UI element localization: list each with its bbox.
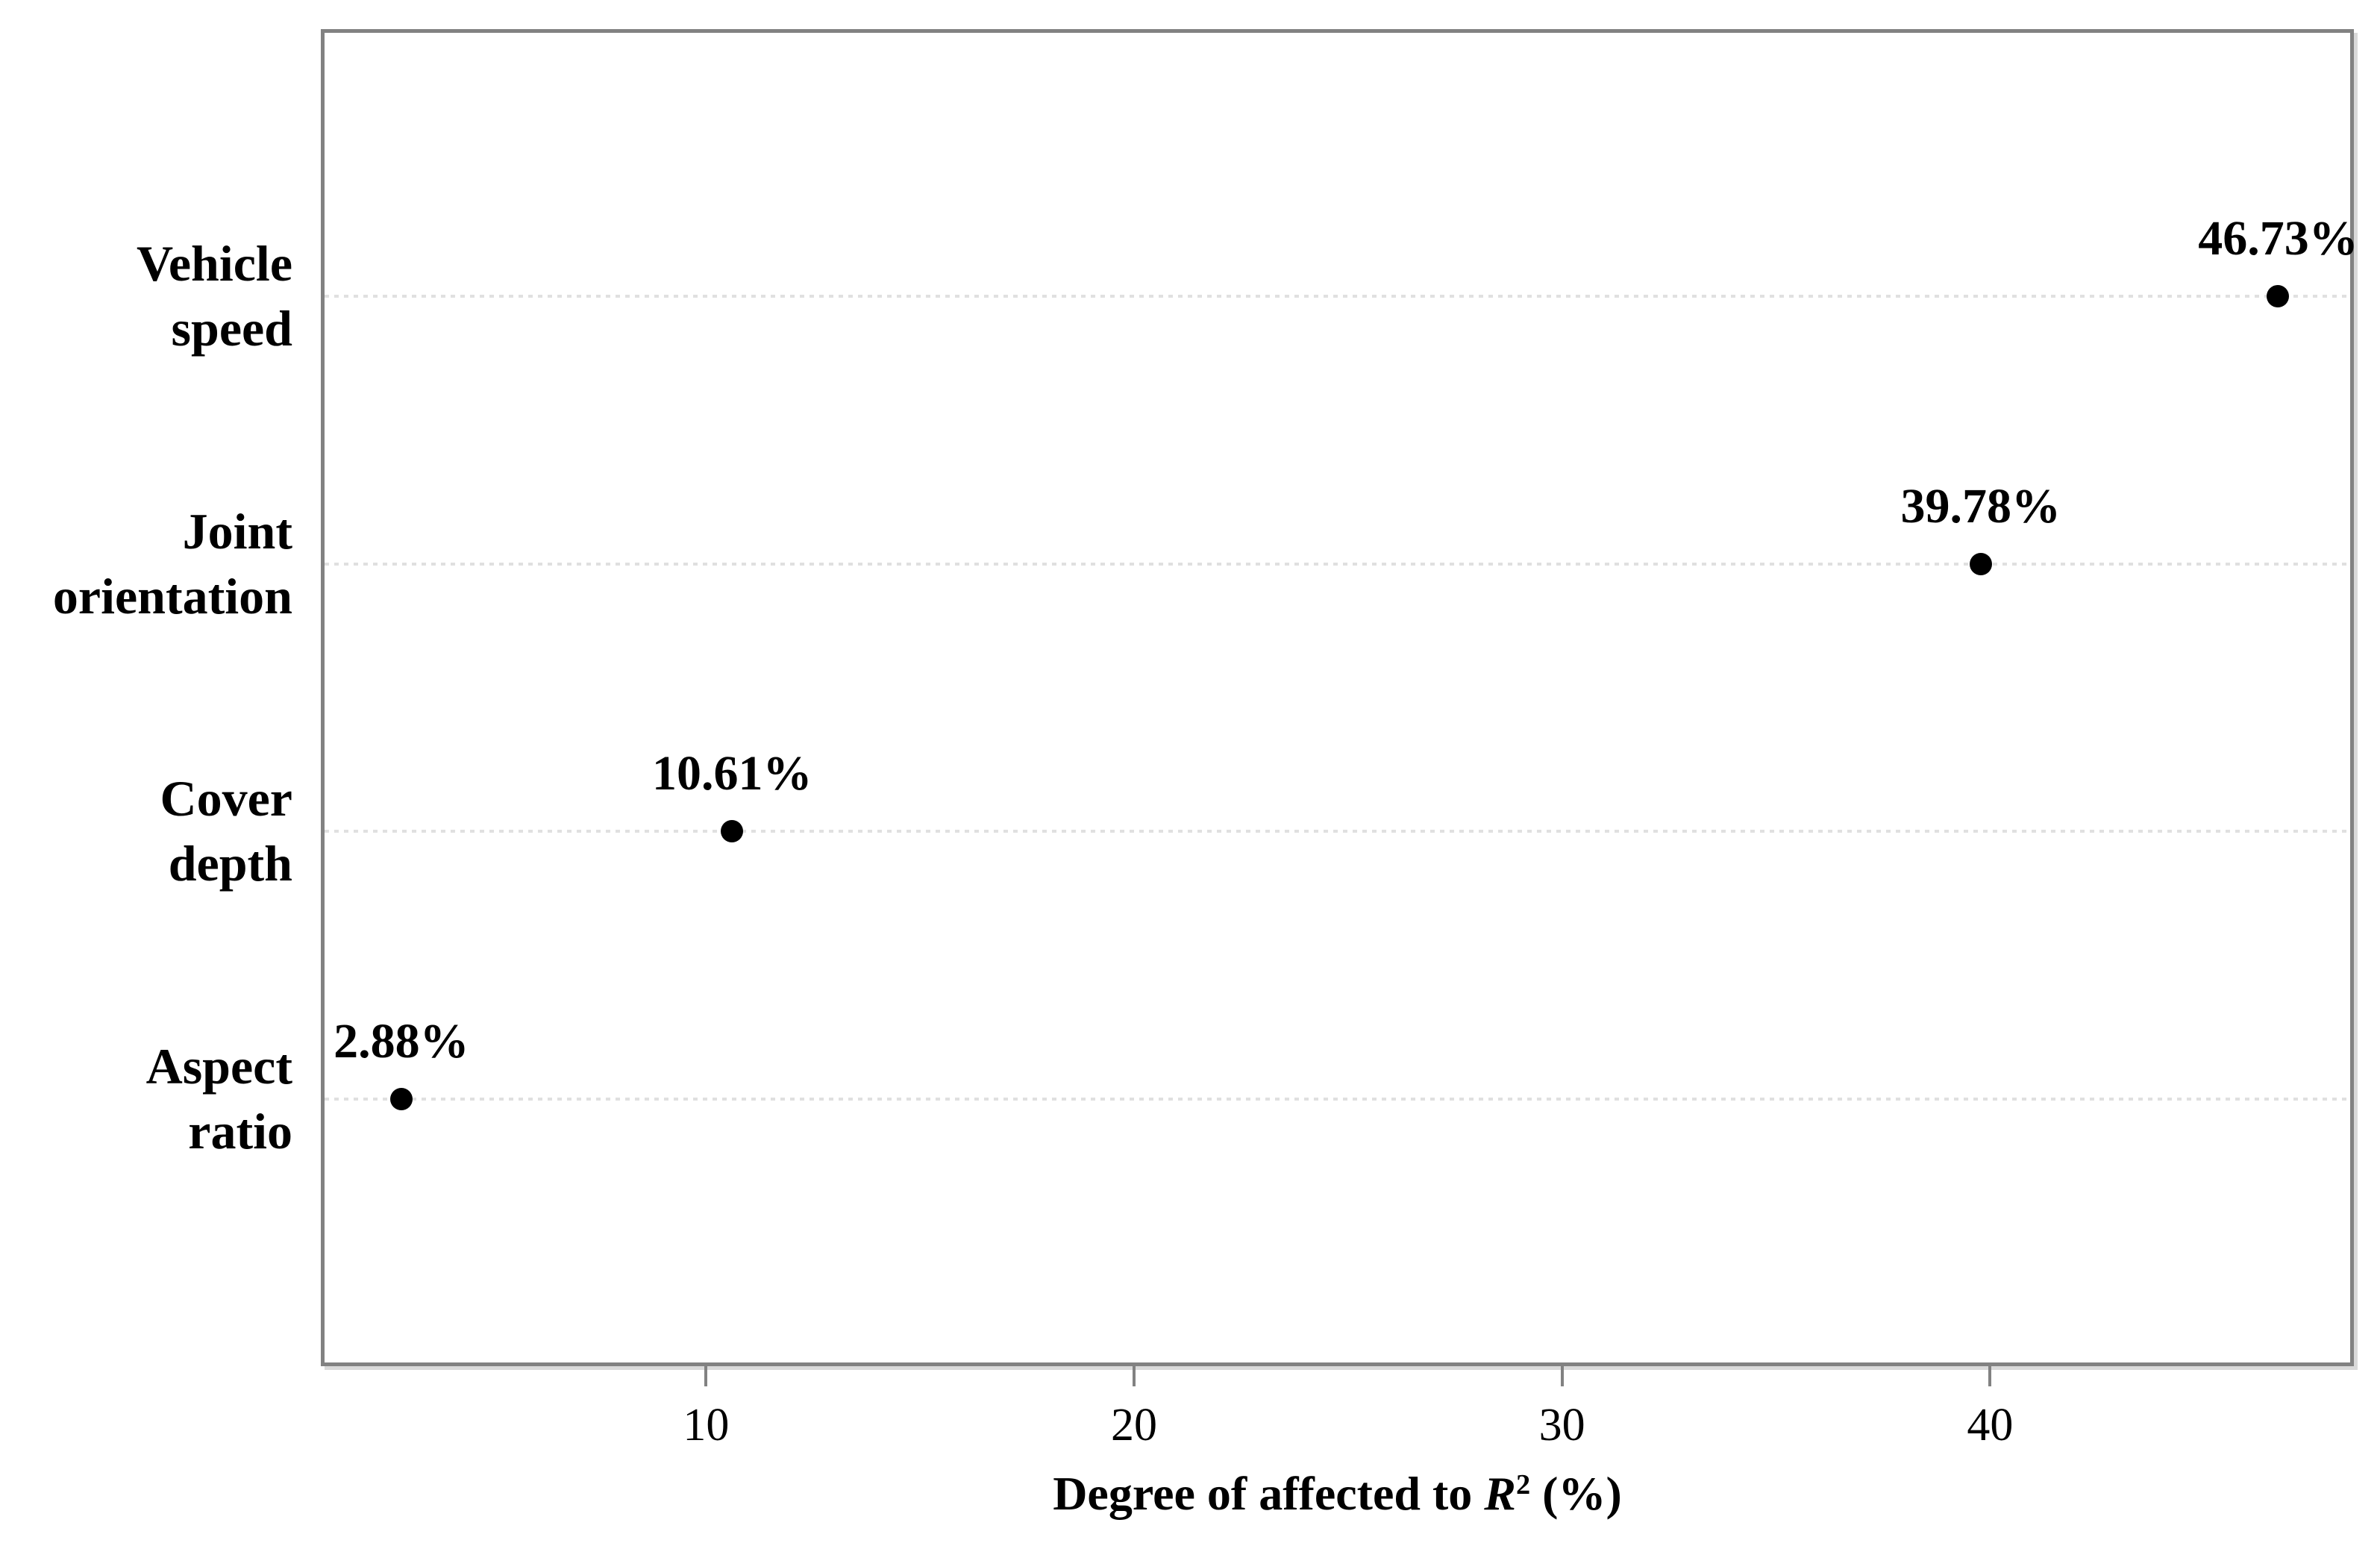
x-tick-label-10: 10 xyxy=(683,1400,730,1451)
category-label-line: Vehicle xyxy=(136,235,292,292)
x-tick-mark-10 xyxy=(704,1366,708,1386)
x-tick-mark-20 xyxy=(1133,1366,1136,1386)
category-label-aspect-ratio: Aspect ratio xyxy=(0,1034,292,1164)
category-label-cover-depth: Cover depth xyxy=(0,766,292,896)
gridline-cover-depth xyxy=(325,830,2350,833)
category-label-line: Aspect xyxy=(145,1037,292,1095)
category-label-line: Joint xyxy=(182,502,292,560)
plot-area-border xyxy=(321,29,2354,1366)
data-point-vehicle-speed xyxy=(2267,285,2290,308)
r-squared-exponent: 2 xyxy=(1515,1468,1531,1501)
category-label-vehicle-speed: Vehicle speed xyxy=(0,231,292,361)
data-point-joint-orientation xyxy=(1969,552,1992,575)
x-axis-title: Degree of affected to R2 (%) xyxy=(321,1465,2354,1522)
x-tick-label-20: 20 xyxy=(1111,1400,1157,1451)
data-point-value-label-joint-orientation: 39.78% xyxy=(1900,478,2061,534)
x-axis-title-text: Degree of affected to xyxy=(1053,1467,1485,1520)
data-point-cover-depth xyxy=(721,820,744,843)
category-label-line: orientation xyxy=(52,567,292,625)
data-point-value-label-cover-depth: 10.61% xyxy=(652,746,812,801)
category-label-line: speed xyxy=(171,300,292,357)
r-squared-symbol: R xyxy=(1484,1467,1516,1520)
gridline-vehicle-speed xyxy=(325,295,2350,298)
data-point-value-label-aspect-ratio: 2.88% xyxy=(333,1013,469,1068)
category-label-line: ratio xyxy=(188,1102,292,1160)
gridline-joint-orientation xyxy=(325,562,2350,566)
x-tick-label-30: 30 xyxy=(1538,1400,1585,1451)
x-tick-label-40: 40 xyxy=(1967,1400,2014,1451)
data-point-value-label-vehicle-speed: 46.73% xyxy=(2198,211,2358,266)
x-axis-title-unit: (%) xyxy=(1530,1467,1622,1520)
data-point-aspect-ratio xyxy=(389,1087,413,1110)
gridline-aspect-ratio xyxy=(325,1097,2350,1101)
category-label-line: Cover xyxy=(160,770,292,827)
x-tick-mark-30 xyxy=(1560,1366,1564,1386)
x-tick-mark-40 xyxy=(1988,1366,1992,1386)
category-label-line: depth xyxy=(168,835,292,892)
category-label-joint-orientation: Joint orientation xyxy=(0,499,292,629)
